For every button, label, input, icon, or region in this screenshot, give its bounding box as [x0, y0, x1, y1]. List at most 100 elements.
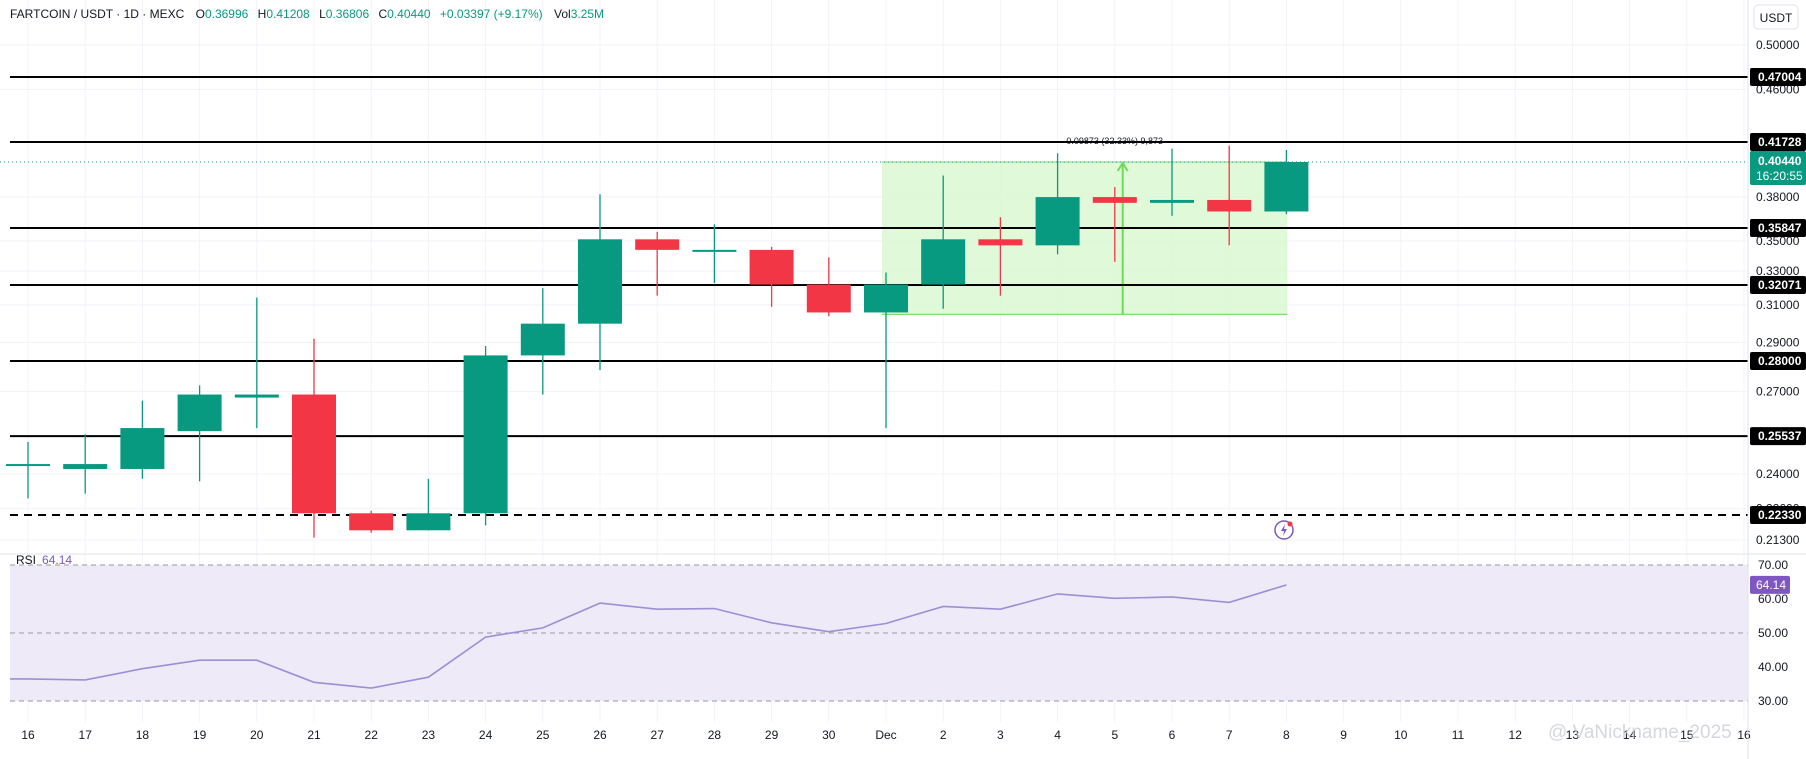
level-tag-label: 0.47004: [1758, 70, 1802, 84]
low-value: 0.36806: [326, 7, 370, 21]
rsi-tick-label: 70.00: [1758, 558, 1788, 572]
currency-label: USDT: [1760, 11, 1793, 25]
time-tick-label: 28: [708, 728, 722, 742]
level-tag[interactable]: [1750, 506, 1806, 524]
time-tick-label: 24: [479, 728, 493, 742]
price-tick-label: 0.29000: [1756, 335, 1800, 349]
candle-body: [578, 239, 622, 324]
level-tag[interactable]: [1750, 67, 1806, 86]
level-tag-label: 0.35847: [1758, 221, 1802, 235]
measure-box[interactable]: [882, 162, 1288, 315]
rsi-tick-label: 30.00: [1758, 694, 1788, 708]
open-label: O: [196, 7, 205, 21]
open-value: 0.36996: [205, 7, 249, 21]
time-tick-label: 15: [1680, 728, 1694, 742]
rsi-line: [10, 584, 1287, 689]
level-tag[interactable]: [1750, 352, 1806, 370]
rsi-legend: RSI 64.14: [16, 553, 72, 567]
time-tick-label: 27: [651, 728, 665, 742]
time-tick-label: 22: [365, 728, 379, 742]
time-tick-label: 10: [1394, 728, 1408, 742]
candle-body: [1207, 199, 1252, 212]
candle-body: [692, 249, 737, 252]
current-price-label: 0.40440: [1758, 154, 1802, 168]
candles: [6, 145, 1309, 538]
price-tick-label: 0.33000: [1756, 264, 1800, 278]
close-value: 0.40440: [387, 7, 431, 21]
time-tick-label: 13: [1566, 728, 1580, 742]
price-tick-label: 0.21300: [1756, 533, 1800, 547]
candle-body: [921, 239, 966, 285]
time-tick-label: 29: [765, 728, 779, 742]
price-tick-label: 0.24000: [1756, 467, 1800, 481]
price-tick-label: 0.35000: [1756, 234, 1800, 248]
candle-body: [806, 284, 851, 313]
change-value: +0.03397 (+9.17%): [440, 7, 543, 21]
level-tag-label: 0.25537: [1758, 429, 1802, 443]
time-tick-label: 14: [1623, 728, 1637, 742]
rsi-axis[interactable]: 70.00 60.00 50.00 40.00 30.00 64.14: [1750, 558, 1790, 708]
time-tick-label: 30: [822, 728, 836, 742]
time-tick-label: 25: [536, 728, 550, 742]
candle-body: [292, 394, 336, 514]
high-label: H: [258, 7, 267, 21]
rsi-value: 64.14: [42, 553, 72, 567]
price-tick-label: 0.31000: [1756, 298, 1800, 312]
level-tag[interactable]: [1750, 275, 1806, 294]
time-tick-label: 6: [1169, 728, 1176, 742]
time-tick-label: 9: [1340, 728, 1347, 742]
time-axis[interactable]: 16 17 18 19 20 21 22 23 24 25 26 27 28 29 30 Dec 2 3 4 5 6 7 8…: [21, 728, 1751, 742]
low-label: L: [319, 7, 326, 21]
time-tick-label: 3: [997, 728, 1004, 742]
price-axis[interactable]: 0.500000.460000.380000.350000.330000.310…: [1750, 38, 1806, 547]
time-tick-label: 11: [1452, 728, 1465, 742]
price-tick-label: 0.27000: [1756, 384, 1800, 398]
symbol-name: FARTCOIN / USDT · 1D · MEXC: [10, 7, 185, 21]
price-tick-label: 0.38000: [1756, 190, 1800, 204]
time-tick-label: 2: [940, 728, 947, 742]
candle-body: [349, 513, 394, 531]
time-tick-label: 12: [1509, 728, 1523, 742]
candle-body: [635, 239, 680, 250]
rsi-value-tag[interactable]: [1750, 575, 1790, 594]
time-tick-label: 16: [21, 728, 35, 742]
price-tick-label: 0.50000: [1756, 38, 1800, 52]
candle-body: [749, 249, 794, 285]
time-tick-label: 5: [1111, 728, 1118, 742]
level-tag[interactable]: [1750, 219, 1806, 238]
time-tick-label: Dec: [875, 728, 896, 742]
candle-body: [234, 394, 279, 398]
volume-label: Vol: [554, 7, 571, 21]
level-tag-label: 0.32071: [1758, 278, 1802, 292]
rsi-value-tag-label: 64.14: [1756, 578, 1786, 592]
rsi-line-group: [10, 584, 1287, 689]
candle-body: [864, 284, 908, 313]
time-tick-label: 20: [250, 728, 264, 742]
measure-tool[interactable]: 0.09873 (32.33%) 9,873: [0, 136, 1748, 315]
current-price-tag[interactable]: [1750, 151, 1806, 185]
currency-button[interactable]: USDT: [1753, 4, 1799, 30]
candle-body: [1150, 199, 1194, 203]
level-tag[interactable]: [1750, 427, 1806, 446]
rsi-tick-label: 40.00: [1758, 660, 1788, 674]
countdown-label: 16:20:55: [1756, 169, 1803, 183]
time-tick-label: 18: [136, 728, 150, 742]
lightning-icon[interactable]: [1274, 520, 1294, 540]
rsi-tick-label: 50.00: [1758, 626, 1788, 640]
rsi-tick-label: 60.00: [1758, 592, 1788, 606]
svg-text:FARTCOIN / USDT · 1D · MEXC: FARTCOIN / USDT · 1D · MEXC O0.36996 H 0.…: [10, 7, 604, 21]
candle-body: [120, 428, 165, 469]
measure-arrow-head: [1116, 161, 1129, 172]
volume-value: 3.25M: [571, 7, 604, 21]
candle-body: [1264, 162, 1309, 212]
time-tick-label: 23: [422, 728, 436, 742]
time-tick-label: 26: [593, 728, 607, 742]
close-label: C: [379, 7, 388, 21]
time-tick-label: 16: [1737, 728, 1751, 742]
candle-body: [6, 464, 50, 467]
level-tag[interactable]: [1750, 133, 1806, 152]
measure-label: 0.09873 (32.33%) 9,873: [1066, 136, 1163, 146]
symbol-legend: FARTCOIN / USDT · 1D · MEXC O0.36996 H 0.…: [10, 7, 604, 21]
